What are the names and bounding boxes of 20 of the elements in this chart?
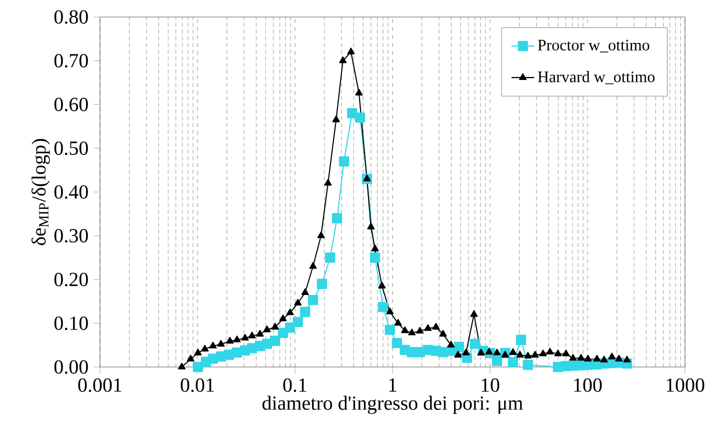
y-tick-label: 0.50: [54, 141, 88, 156]
y-tick-label: 0.40: [54, 185, 88, 199]
x-tick-label: 1: [389, 378, 396, 392]
y-tick-label: 0.80: [54, 10, 88, 24]
legend-label: Proctor w_ottimo: [538, 40, 650, 52]
x-tick-label: 1000: [666, 378, 704, 392]
y-tick-label: 0.60: [54, 98, 88, 112]
y-tick-label: 0.00: [54, 360, 88, 374]
x-tick-label: 100: [574, 378, 602, 392]
x-tick-label: 10: [482, 378, 500, 392]
y-tick-label: 0.20: [54, 272, 88, 286]
legend-label: Harvard w_ottimo: [538, 71, 655, 84]
y-tick-label: 0.30: [54, 228, 88, 243]
x-tick-label: 0.1: [283, 378, 306, 392]
y-tick-label: 0.70: [54, 54, 88, 68]
x-tick-label: 0.01: [180, 378, 214, 392]
y-axis-title: δe$_{MIP}$/δ(logp): [32, 139, 50, 246]
x-tick-label: 0.001: [78, 378, 122, 392]
x-axis-title: diametro d'ingresso dei pori: μm: [262, 396, 523, 414]
y-tick-label: 0.10: [54, 316, 88, 330]
